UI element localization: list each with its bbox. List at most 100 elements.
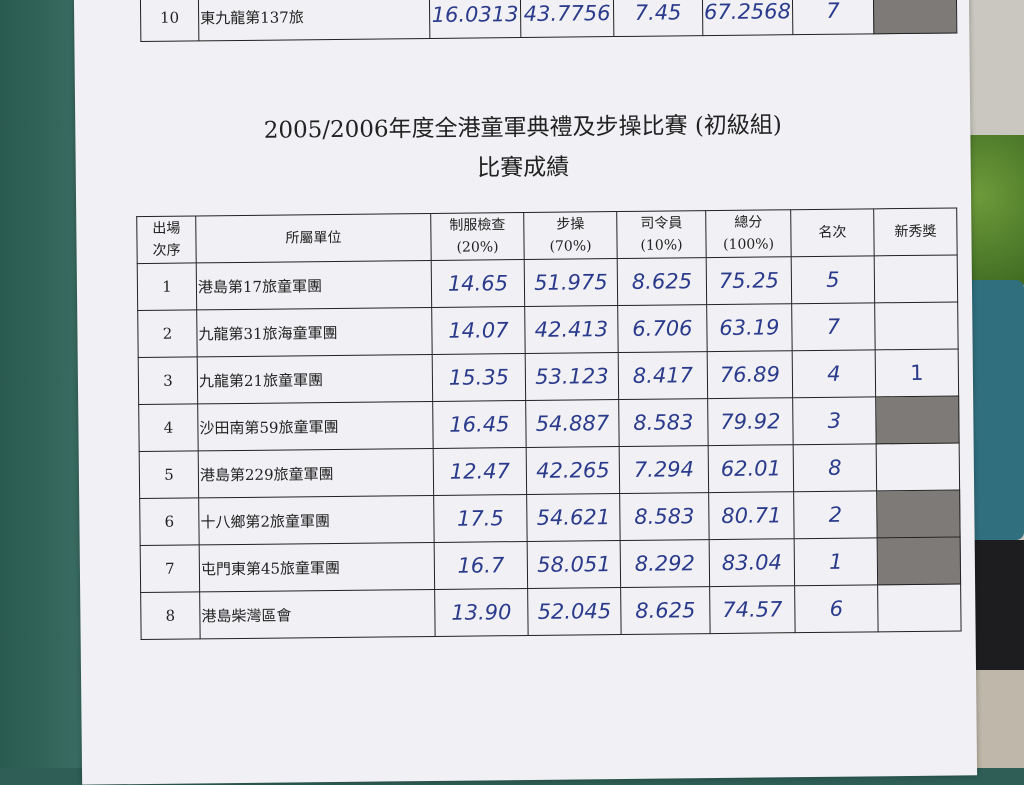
rank-cell: 3 <box>792 396 877 445</box>
commander-cell: 8.583 <box>618 398 709 447</box>
column-header: 總分 (100%) <box>705 209 792 258</box>
uniform-cell: 17.5 <box>433 494 528 543</box>
table-row: 5 港島第229旅童軍團 12.47 42.265 7.294 62.01 8 <box>139 442 960 499</box>
table-row: 6 十八鄉第2旅童軍團 17.5 54.621 8.583 80.71 2 <box>139 489 961 546</box>
unit-cell: 沙田南第59旅童軍團 <box>197 401 434 451</box>
total-cell: 63.19 <box>706 303 793 352</box>
rank-cell: 2 <box>793 490 878 539</box>
rank-cell: 8 <box>793 443 877 492</box>
order-cell: 8 <box>140 591 201 640</box>
total-cell: 74.57 <box>709 585 796 634</box>
header-weight: (70%) <box>549 238 592 255</box>
uniform-cell: 12.47 <box>433 447 527 496</box>
page-subtitle: 比賽成績 <box>477 154 570 182</box>
commander-cell: 7.45 <box>613 0 703 37</box>
total-cell: 76.89 <box>707 350 793 399</box>
rank-cell: 5 <box>791 255 875 304</box>
order-cell: 4 <box>138 403 199 452</box>
order-cell: 6 <box>139 497 200 546</box>
total-cell: 62.01 <box>708 444 794 493</box>
column-header: 新秀獎 <box>873 207 958 256</box>
order-cell: 10 <box>140 0 199 42</box>
table-row: 3 九龍第21旅童軍團 15.35 53.123 8.417 76.89 4 1 <box>138 348 959 405</box>
column-header: 步操 (70%) <box>523 211 618 260</box>
award-cell <box>877 536 961 585</box>
commander-cell: 8.292 <box>620 539 710 588</box>
header-label: 步操 <box>556 216 585 233</box>
results-sheet: 10 東九龍第137旅 16.0313 43.7756 7.45 67.2568… <box>73 0 978 785</box>
drill-cell: 42.265 <box>526 446 620 495</box>
award-cell <box>876 442 960 491</box>
unit-cell: 港島柴灣區會 <box>199 589 436 639</box>
uniform-cell: 14.65 <box>431 259 525 308</box>
drill-cell: 51.975 <box>524 258 618 307</box>
uniform-cell: 14.07 <box>431 306 526 355</box>
order-cell: 2 <box>137 309 198 358</box>
table-row: 10 東九龍第137旅 16.0313 43.7756 7.45 67.2568… <box>140 0 957 42</box>
drill-cell: 54.621 <box>526 493 621 542</box>
commander-cell: 8.625 <box>617 257 707 306</box>
drill-cell: 53.123 <box>525 352 619 401</box>
award-cell <box>876 489 961 538</box>
uniform-cell: 16.45 <box>432 400 527 449</box>
header-weight: (20%) <box>456 239 499 256</box>
unit-cell: 十八鄉第2旅童軍團 <box>198 495 435 545</box>
total-cell: 67.2568 <box>702 0 793 36</box>
drill-cell: 54.887 <box>525 399 620 448</box>
commander-cell: 6.706 <box>617 304 708 353</box>
unit-cell: 九龍第31旅海童軍團 <box>196 307 433 357</box>
previous-table: 10 東九龍第137旅 16.0313 43.7756 7.45 67.2568… <box>140 0 957 42</box>
drill-cell: 42.413 <box>524 305 619 354</box>
column-header: 名次 <box>790 208 875 257</box>
unit-cell: 九龍第21旅童軍團 <box>197 354 433 404</box>
rank-cell: 7 <box>792 0 874 35</box>
award-cell <box>874 301 959 350</box>
award-cell <box>877 583 962 632</box>
column-header: 制服檢查 (20%) <box>430 212 525 261</box>
header-label: 司令員 <box>640 215 683 232</box>
total-cell: 75.25 <box>706 256 792 305</box>
drill-cell: 43.7756 <box>520 0 614 38</box>
table-row: 1 港島第17旅童軍團 14.65 51.975 8.625 75.25 5 <box>137 254 958 311</box>
drill-cell: 52.045 <box>527 587 622 636</box>
unit-cell: 屯門東第45旅童軍團 <box>199 542 435 592</box>
header-label: 出場 <box>152 220 181 237</box>
header-weight: (100%) <box>722 236 775 253</box>
award-cell <box>874 254 958 303</box>
table-row: 2 九龍第31旅海童軍團 14.07 42.413 6.706 63.19 7 <box>137 301 959 358</box>
rank-cell: 7 <box>791 302 876 351</box>
award-cell <box>873 0 957 34</box>
drill-cell: 58.051 <box>527 540 621 589</box>
column-header: 所屬單位 <box>195 213 432 263</box>
total-cell: 79.92 <box>707 397 794 446</box>
award-cell <box>875 395 960 444</box>
commander-cell: 8.417 <box>618 351 708 400</box>
table-row: 8 港島柴灣區會 13.90 52.045 8.625 74.57 6 <box>140 583 962 640</box>
header-row: 出場次序 所屬單位 制服檢查 (20%) 步操 (70%) 司令員 (10%) 總分 (100%)… <box>136 207 958 264</box>
order-cell: 3 <box>138 356 198 405</box>
header-weight: (10%) <box>640 237 683 254</box>
total-cell: 83.04 <box>709 538 795 587</box>
unit-cell: 東九龍第137旅 <box>198 0 430 41</box>
unit-cell: 港島第229旅童軍團 <box>198 448 434 498</box>
uniform-cell: 16.7 <box>434 541 528 590</box>
uniform-cell: 13.90 <box>434 588 529 637</box>
commander-cell: 7.294 <box>619 445 709 494</box>
header-label: 總分 <box>734 214 763 231</box>
header-label: 名次 <box>818 224 847 241</box>
uniform-cell: 15.35 <box>432 353 526 402</box>
rank-cell: 4 <box>792 349 876 398</box>
table-row: 4 沙田南第59旅童軍團 16.45 54.887 8.583 79.92 3 <box>138 395 960 452</box>
rank-cell: 6 <box>794 584 879 633</box>
column-header: 出場 次序 <box>136 215 197 264</box>
results-table: 出場次序 所屬單位 制服檢查 (20%) 步操 (70%) 司令員 (10%) 總分 (100%)… <box>136 207 962 640</box>
commander-cell: 8.625 <box>620 586 711 635</box>
rank-cell: 1 <box>794 537 878 586</box>
order-cell: 1 <box>137 262 197 311</box>
award-cell: 1 <box>875 348 959 397</box>
uniform-cell: 16.0313 <box>429 0 521 39</box>
column-header: 司令員 (10%) <box>616 210 707 259</box>
order-cell: 7 <box>140 544 200 593</box>
unit-cell: 港島第17旅童軍團 <box>196 260 432 310</box>
header-weight: 次序 <box>152 242 181 259</box>
